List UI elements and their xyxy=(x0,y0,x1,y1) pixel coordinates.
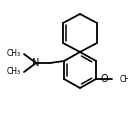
Text: CH₃: CH₃ xyxy=(7,68,21,76)
Text: N: N xyxy=(32,58,40,68)
Text: CH₃: CH₃ xyxy=(120,75,128,83)
Text: CH₃: CH₃ xyxy=(7,49,21,58)
Text: O: O xyxy=(100,74,108,84)
